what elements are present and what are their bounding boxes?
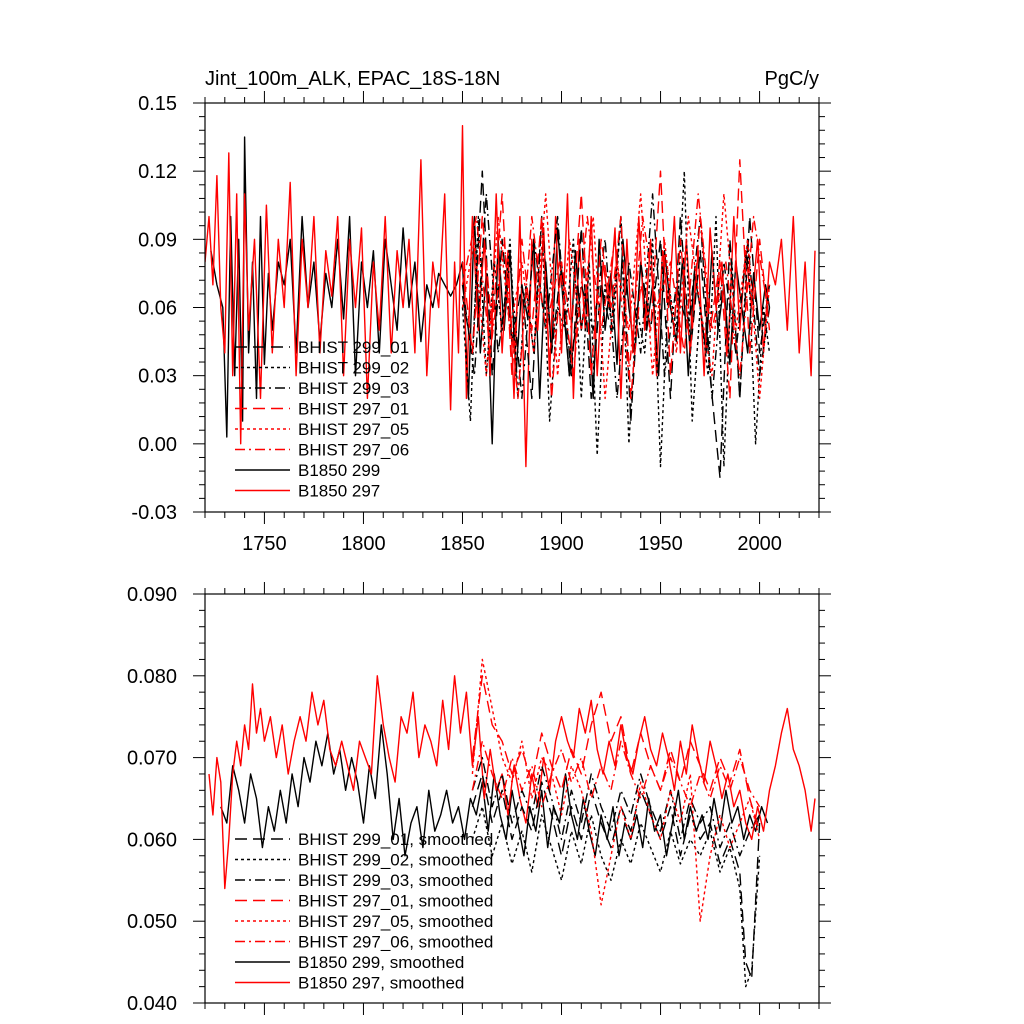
legend-label: BHIST 299_02, smoothed [298, 851, 493, 870]
x-axis: 1750 1800 1850 1900 1950 2000 [204, 91, 820, 555]
legend-label: B1850 297, smoothed [298, 974, 464, 993]
x-tick-label: 1950 [638, 533, 683, 555]
legend-label: BHIST 297_06 [298, 441, 409, 460]
y-tick-label: 0.060 [127, 829, 177, 851]
legend-label: BHIST 297_05 [298, 420, 409, 439]
legend-label: BHIST 299_02 [298, 359, 409, 378]
y-tick-label: 0.070 [127, 748, 177, 770]
y-tick-label: 0.090 [127, 584, 177, 606]
chart-title: Jint_100m_ALK, EPAC_18S-18N [205, 68, 500, 90]
y-axis: -0.03 0.00 0.03 0.06 0.09 0.12 0.15 [131, 93, 831, 524]
bottom-panel: 0.040 0.050 0.060 0.070 0.080 0.090 BHIST 299_… [127, 582, 831, 1015]
series-line-bhist-297-01-smoothed [471, 675, 761, 832]
y-tick-label: 0.12 [138, 161, 177, 183]
series-line-bhist-297-05 [461, 193, 771, 400]
series-line-bhist-299-02 [461, 170, 771, 468]
legend-label: BHIST 297_05, smoothed [298, 912, 493, 931]
plot-frame [204, 593, 820, 1004]
x-tick-label: 1750 [242, 533, 287, 555]
legend-label: BHIST 297_01 [298, 400, 409, 419]
series-line-bhist-297-06 [461, 193, 769, 400]
y-tick-label: 0.00 [138, 434, 177, 456]
legend-label: BHIST 299_03, smoothed [298, 871, 493, 890]
x-tick-label: 1850 [440, 533, 485, 555]
legend-label: B1850 299 [298, 461, 380, 480]
legend-label: BHIST 297_01, smoothed [298, 892, 493, 911]
legend: BHIST 299_01, smoothed BHIST 299_02, smoo… [235, 830, 493, 993]
chart-units: PgC/y [765, 68, 819, 90]
legend-label: BHIST 299_01 [298, 338, 409, 357]
series-group [208, 658, 816, 988]
y-axis: 0.040 0.050 0.060 0.070 0.080 0.090 [127, 584, 831, 1015]
series-line-bhist-299-02-smoothed [471, 806, 761, 988]
x-axis [204, 582, 820, 1015]
y-tick-label: 0.050 [127, 911, 177, 933]
x-tick-label: 1800 [341, 533, 386, 555]
legend-label: B1850 299, smoothed [298, 953, 464, 972]
series-group [205, 124, 816, 479]
series-line-b1850-297 [205, 124, 816, 468]
series-line-bhist-299-03-smoothed [471, 756, 761, 857]
series-line-bhist-297-05-smoothed [471, 658, 761, 922]
x-tick-label: 1900 [539, 533, 584, 555]
y-tick-label: 0.06 [138, 298, 177, 320]
legend-label: BHIST 297_06, smoothed [298, 933, 493, 952]
y-tick-label: 0.09 [138, 229, 177, 251]
y-tick-label: 0.03 [138, 366, 177, 388]
legend-label: B1850 297 [298, 482, 380, 501]
y-tick-label: 0.080 [127, 666, 177, 688]
y-tick-label: 0.040 [127, 993, 177, 1015]
x-tick-label: 2000 [737, 533, 782, 555]
series-line-bhist-297-06-smoothed [471, 740, 761, 808]
top-panel: 1750 1800 1850 1900 1950 2000 -0.03 0.00 0.03 0.0… [131, 68, 831, 555]
legend-label: BHIST 299_01, smoothed [298, 830, 493, 849]
series-line-bhist-299-01-smoothed [471, 773, 761, 980]
legend-label: BHIST 299_03 [298, 379, 409, 398]
y-tick-label: -0.03 [131, 502, 177, 524]
y-tick-label: 0.15 [138, 93, 177, 115]
